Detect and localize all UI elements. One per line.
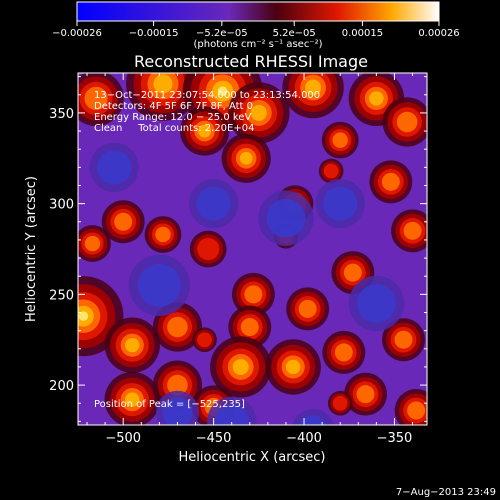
annotation-energy-range: Energy Range: 12.0 − 25.0 keV — [94, 112, 251, 123]
colorbar-tick-label: −5.2e−05 — [196, 28, 248, 39]
colorbar-tick-label: 0.00015 — [342, 28, 383, 39]
heatmap-blob — [315, 179, 365, 229]
heatmap-blob — [192, 327, 217, 353]
heatmap-blob — [104, 317, 160, 373]
heatmap-area — [78, 73, 427, 425]
heatmap-blob — [318, 158, 344, 184]
heatmap-blob — [322, 330, 366, 374]
annotation-clean-counts: Clean Total counts: 2.20E+04 — [94, 123, 254, 134]
y-axis-label: Heliocentric Y (arcsec) — [24, 176, 39, 322]
y-tick-label: 300 — [49, 198, 74, 213]
colorbar-gradient — [76, 1, 440, 22]
x-tick-label: −450 — [196, 431, 232, 446]
heatmap-blob — [228, 305, 272, 349]
colorbar-tick-label: −0.00015 — [129, 28, 179, 39]
heatmap-blob — [382, 97, 427, 147]
colorbar: −0.00026 −0.00015 −5.2e−05 5.2e−05 0.00015 0.… — [52, 1, 460, 50]
heatmap-blob — [221, 133, 271, 183]
heatmap-blobs — [78, 73, 427, 425]
plot-frame — [77, 72, 428, 426]
x-tick-label: −400 — [286, 431, 322, 446]
colorbar-tick-label: 5.2e−05 — [273, 28, 316, 39]
heatmap-blob — [189, 230, 227, 268]
heatmap-blob — [321, 121, 359, 159]
colorbar-tick-label: 0.00026 — [418, 28, 459, 39]
x-axis-label: Heliocentric X (arcsec) — [179, 450, 326, 465]
chart-title: Reconstructed RHESSI Image — [134, 52, 368, 71]
heatmap-blob — [144, 216, 182, 253]
heatmap-blob — [344, 372, 388, 416]
heatmap-blob — [258, 190, 314, 246]
x-tick-label: −500 — [105, 431, 141, 446]
footer-date: 7−Aug−2013 23:49 — [396, 487, 496, 498]
heatmap-blob — [207, 396, 257, 425]
heatmap-blob — [189, 179, 239, 229]
y-tick-label: 250 — [49, 288, 74, 303]
y-tick-label: 350 — [49, 107, 74, 122]
heatmap-blob — [155, 390, 199, 425]
x-tick-label: −350 — [377, 431, 413, 446]
heatmap-blob — [369, 160, 413, 204]
heatmap-blob — [152, 302, 203, 352]
heatmap-blob — [286, 287, 330, 331]
heatmap-blob — [381, 318, 425, 362]
peak-position-label: Position of Peak = [−525,235] — [94, 399, 245, 410]
heatmap-blob — [292, 408, 334, 425]
heatmap-blob — [128, 254, 191, 316]
heatmap-blob — [104, 371, 160, 425]
heatmap-blob — [265, 339, 321, 395]
heatmap-blob — [126, 73, 200, 121]
heatmap-blob — [78, 225, 111, 262]
heatmap-blob — [231, 272, 275, 316]
heatmap-blob — [348, 275, 405, 332]
heatmap-blob — [179, 106, 230, 156]
heatmap-blob — [89, 142, 139, 192]
heatmap-blob — [394, 388, 427, 425]
heatmap-blob — [391, 209, 427, 253]
heatmap-blob — [228, 82, 290, 144]
heatmap-blob — [327, 390, 353, 416]
annotation-time-range: 13−Oct−2011 23:07:54.000 to 23:13:54.000 — [94, 90, 320, 101]
colorbar-tick-label: −0.00026 — [52, 28, 102, 39]
annotation-detectors: Detectors: 4F 5F 6F 7F 8F, Att 0 — [94, 101, 253, 112]
heatmap-blob — [101, 200, 145, 244]
heatmap-blob — [210, 336, 272, 398]
heatmap-blob — [78, 73, 124, 127]
heatmap-blob — [282, 73, 344, 119]
y-tick-label: 200 — [49, 379, 74, 394]
annotation-block: 13−Oct−2011 23:07:54.000 to 23:13:54.000… — [94, 90, 320, 134]
axis-ticks: −500 −450 −400 −350 200 250 300 350 — [49, 73, 427, 446]
colorbar-unit-label: (photons cm⁻² s⁻¹ asec⁻²) — [193, 39, 322, 50]
colorbar-ticks: −0.00026 −0.00015 −5.2e−05 5.2e−05 0.00015 0.… — [52, 21, 460, 39]
